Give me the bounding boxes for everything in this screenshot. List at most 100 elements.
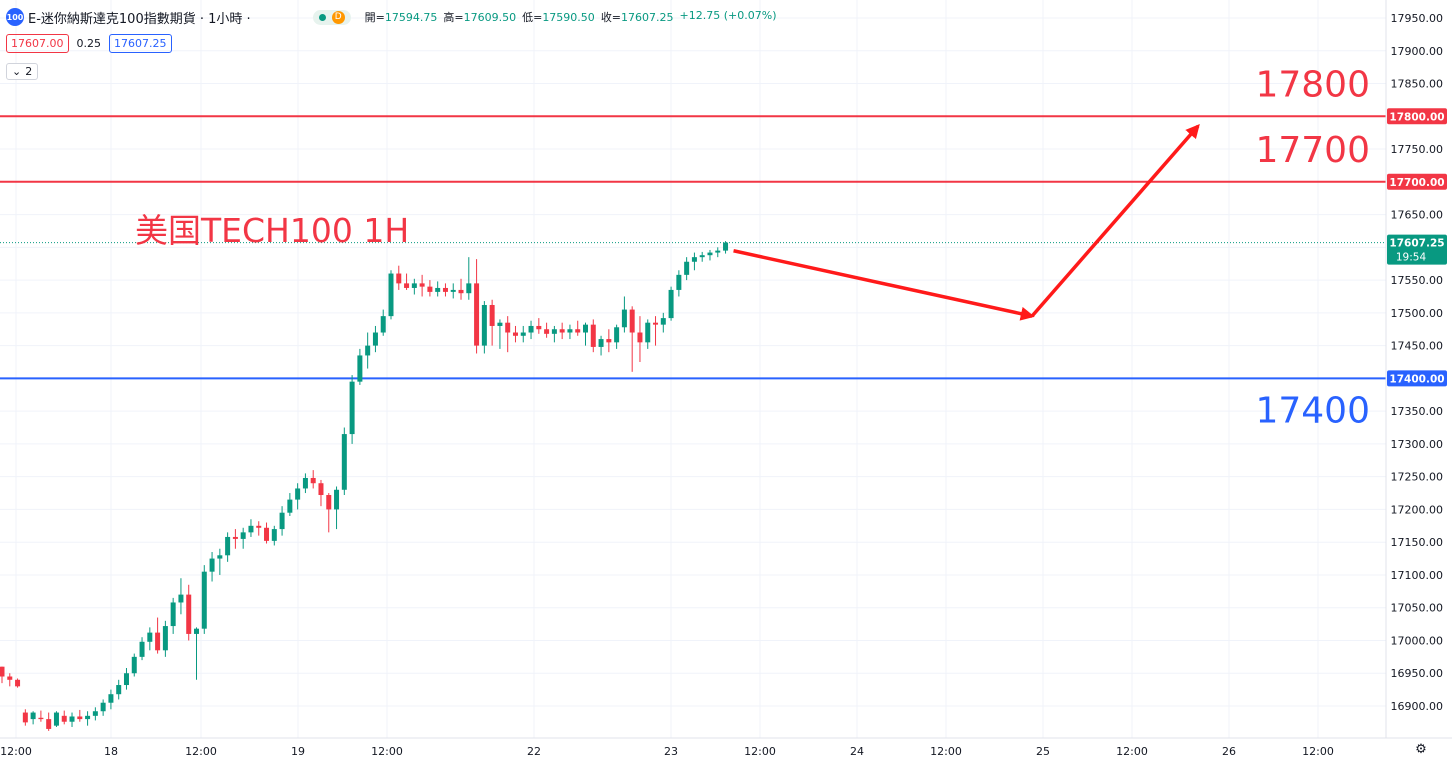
candle-body [411, 283, 417, 288]
candle-body [295, 488, 301, 500]
candle-body [528, 325, 534, 333]
time-tick-label: 12:00 [0, 745, 32, 758]
time-tick-label: 25 [1036, 745, 1050, 758]
price-tick-label: 17850.00 [1391, 78, 1444, 91]
candle-body [85, 715, 91, 720]
candle-body [404, 283, 410, 288]
last-price-tag-label: 17607.25 [1389, 238, 1444, 250]
time-tick-label: 12:00 [185, 745, 217, 758]
ohlc-values: 開=17594.75 高=17609.50 低=17590.50 收=17607… [364, 9, 777, 24]
symbol-title[interactable]: E-迷你納斯達克100指數期貨 · 1小時 · [28, 11, 251, 27]
candle-body [435, 287, 441, 292]
candle-body [629, 309, 635, 333]
candle-body [155, 632, 161, 651]
candle-body [38, 717, 44, 720]
level-annotation: 17700 [1255, 130, 1370, 171]
candle-body [466, 283, 472, 294]
time-tick-label: 26 [1222, 745, 1236, 758]
chevron-down-icon: ⌄ [12, 65, 22, 78]
candle-body [326, 495, 332, 510]
delayed-data-icon: D [331, 10, 345, 24]
candle-body [544, 329, 550, 334]
horizontal-levels[interactable]: 17800 17700 17400 [0, 64, 1386, 431]
candle-body [653, 322, 659, 325]
candle-body [458, 289, 464, 294]
candle-body [396, 273, 402, 284]
high-value: 17609.50 [463, 11, 517, 24]
forecast-up-leg [1030, 124, 1200, 318]
candle-body [201, 571, 207, 629]
price-tick-label: 17750.00 [1391, 143, 1444, 156]
indicators-toggle[interactable]: ⌄ 2 [6, 63, 39, 80]
sell-price-button[interactable]: 17607.00 [6, 34, 69, 53]
candle-body [170, 602, 176, 627]
legend-header: 100 E-迷你納斯達克100指數期貨 · 1小時 · D 開=17594.75… [6, 6, 776, 28]
candle-body [287, 499, 293, 513]
candle-body [92, 711, 98, 716]
candle-body [707, 252, 713, 256]
price-tick-label: 17300.00 [1391, 438, 1444, 451]
candle-body [598, 339, 604, 347]
candle-body [357, 355, 363, 382]
candle-body [302, 477, 308, 489]
candle-body [575, 329, 581, 333]
candle-body [147, 632, 153, 642]
symbol-logo-icon[interactable]: 100 [6, 8, 24, 26]
level-tag-label: 17400.00 [1389, 373, 1444, 385]
time-tick-label: 23 [664, 745, 678, 758]
price-tick-label: 17550.00 [1391, 274, 1444, 287]
candle-body [139, 641, 145, 657]
candle-body [637, 332, 643, 343]
spread-value: 0.25 [76, 37, 102, 50]
price-tick-label: 17500.00 [1391, 307, 1444, 320]
time-tick-label: 12:00 [371, 745, 403, 758]
candle-body [520, 332, 526, 336]
price-tick-label: 17100.00 [1391, 569, 1444, 582]
candle-body [684, 261, 690, 275]
candle-body [660, 318, 666, 325]
candle-body [474, 283, 480, 346]
candle-body [691, 257, 697, 262]
market-open-dot-icon [318, 13, 326, 21]
settings-gear-icon[interactable]: ⚙ [1415, 742, 1427, 757]
price-tick-label: 17900.00 [1391, 45, 1444, 58]
candle-body [497, 322, 503, 326]
quote-row: 17607.00 0.25 17607.25 [6, 34, 172, 53]
change-value: +12.75 (+0.07%) [679, 9, 777, 22]
last-price-tag: 17607.25 19:54 [1387, 234, 1447, 265]
level-tag-label: 17700.00 [1389, 177, 1444, 189]
candle-body [7, 676, 13, 680]
level-price-tags: 17800.00 17700.00 17400.00 [1387, 108, 1447, 387]
candle-body [427, 286, 433, 292]
candle-body [334, 489, 340, 510]
candle-body [256, 525, 262, 528]
candle-body [61, 715, 67, 722]
price-tick-label: 17150.00 [1391, 536, 1444, 549]
candle-body [668, 289, 674, 319]
close-value: 17607.25 [621, 11, 674, 24]
candle-body [217, 555, 223, 559]
price-tick-label: 16900.00 [1391, 700, 1444, 713]
candle-body [131, 656, 137, 674]
candle-body [349, 381, 355, 435]
candle-body [583, 324, 588, 333]
candle-body [30, 712, 36, 720]
market-status-pill[interactable]: D [312, 9, 351, 25]
candle-body [645, 322, 651, 343]
price-tick-label: 17950.00 [1391, 12, 1444, 25]
candle-body [536, 325, 542, 330]
forecast-arrow[interactable] [733, 124, 1200, 321]
candle-body [590, 324, 596, 347]
buy-price-button[interactable]: 17607.25 [109, 34, 172, 53]
candle-body [178, 594, 184, 603]
candle-body [194, 628, 199, 634]
candle-body [248, 525, 254, 533]
candle-body [271, 529, 277, 541]
level-tag-label: 17800.00 [1389, 111, 1444, 123]
candle-body [505, 322, 511, 333]
time-tick-label: 12:00 [744, 745, 776, 758]
time-tick-label: 12:00 [930, 745, 962, 758]
grid-lines [0, 0, 1386, 738]
time-axis[interactable]: 12:00 18 12:00 19 12:00 22 23 12:00 24 12:00 25 12:… [0, 737, 1452, 758]
